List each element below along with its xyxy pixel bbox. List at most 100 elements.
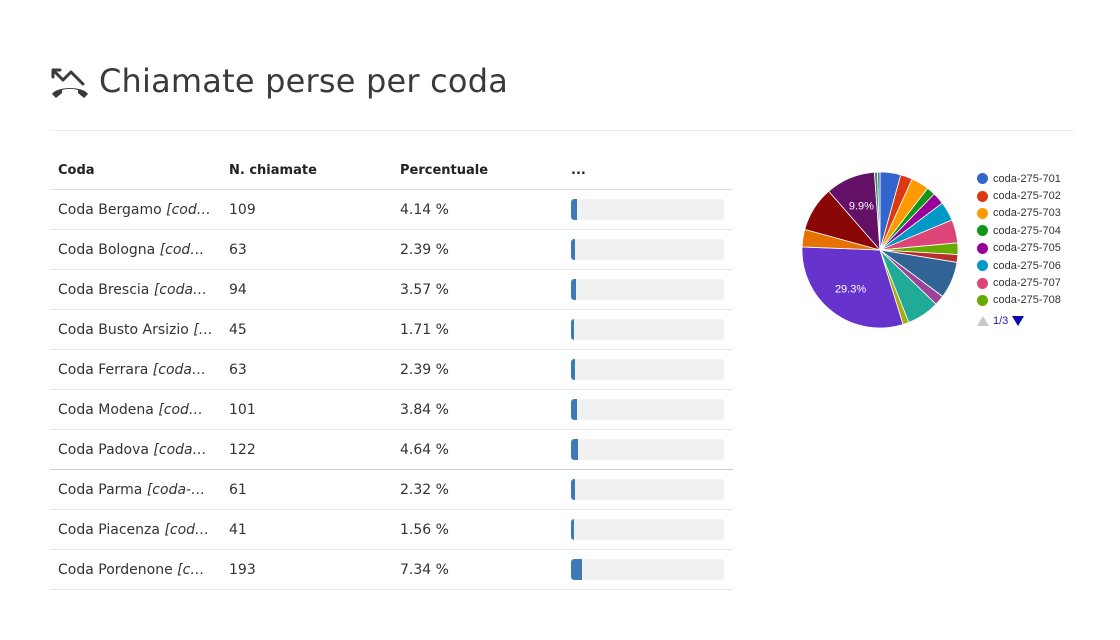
column-header-more[interactable]: ... [571, 163, 586, 178]
percent-bar-fill [571, 439, 579, 460]
column-header-percent[interactable]: Percentuale [400, 163, 489, 178]
legend-item[interactable]: coda-275-705 [977, 240, 1061, 257]
percent-bar-track [571, 559, 724, 580]
table-body: Coda Bergamo [cod… 109 4.14 % Coda Bologna … [50, 190, 733, 590]
legend-item[interactable]: coda-275-702 [977, 187, 1061, 204]
percent-bar-track [571, 359, 724, 380]
column-header-coda[interactable]: Coda [58, 163, 95, 178]
queue-name: Coda Piacenza [cod… [50, 522, 221, 538]
percent-bar-cell [563, 239, 733, 260]
header-divider [50, 130, 1075, 131]
legend-item[interactable]: coda-275-707 [977, 274, 1061, 291]
legend-color-swatch [977, 242, 988, 254]
percent-bar-track [571, 519, 724, 540]
pie-slice-label: 29.3% [835, 283, 866, 295]
queue-name: Coda Pordenone [c… [50, 562, 221, 578]
queue-name-suffix: [coda… [153, 281, 208, 298]
legend-prev-arrow-icon[interactable] [977, 316, 989, 327]
percent-bar-cell [563, 279, 733, 300]
call-count: 94 [229, 281, 247, 298]
percent-bar-cell [563, 399, 733, 420]
legend-page-indicator: 1/3 [993, 315, 1009, 328]
percent-bar-cell [563, 439, 733, 460]
legend-item[interactable]: coda-275-701 [977, 170, 1061, 187]
queue-name-text: Coda Brescia [58, 281, 150, 298]
call-count: 63 [229, 361, 247, 378]
pie-slice[interactable] [801, 246, 904, 329]
queue-name: Coda Ferrara [coda… [50, 362, 221, 378]
queue-name: Coda Busto Arsizio [… [50, 322, 221, 338]
pie-slice-label: 9.9% [849, 200, 874, 212]
percent-bar-track [571, 239, 724, 260]
legend-color-swatch [977, 190, 988, 202]
table-row[interactable]: Coda Modena [cod… 101 3.84 % [50, 390, 733, 430]
percent-bar-track [571, 319, 724, 340]
call-percent: 1.56 % [400, 521, 449, 538]
legend-label: coda-275-703 [993, 207, 1061, 220]
legend-label: coda-275-701 [993, 172, 1061, 185]
queue-name-text: Coda Bologna [58, 241, 156, 258]
legend-item[interactable]: coda-275-703 [977, 205, 1061, 222]
call-percent: 1.71 % [400, 321, 449, 338]
legend-pager: 1/3 [977, 315, 1061, 327]
queue-name: Coda Parma [coda-… [50, 482, 221, 498]
call-count: 193 [229, 561, 256, 578]
pie-legend: coda-275-701 coda-275-702 coda-275-703 coda… [977, 170, 1061, 327]
queue-name-text: Coda Padova [58, 441, 149, 458]
legend-label: coda-275-704 [993, 224, 1061, 237]
queue-name-text: Coda Bergamo [58, 201, 162, 218]
percent-bar-fill [571, 239, 575, 260]
queue-table: Coda N. chiamate Percentuale ... Coda Be… [50, 152, 733, 590]
pie-slice[interactable] [877, 171, 881, 251]
queue-name-text: Coda Modena [58, 401, 154, 418]
table-row[interactable]: Coda Brescia [coda… 94 3.57 % [50, 270, 733, 310]
queue-name: Coda Brescia [coda… [50, 282, 221, 298]
percent-bar-track [571, 199, 724, 220]
table-row[interactable]: Coda Parma [coda-… 61 2.32 % [50, 470, 733, 510]
table-row[interactable]: Coda Bergamo [cod… 109 4.14 % [50, 190, 733, 230]
call-percent: 2.32 % [400, 481, 449, 498]
percent-bar-fill [571, 559, 583, 580]
legend-item[interactable]: coda-275-704 [977, 222, 1061, 239]
table-row[interactable]: Coda Bologna [cod… 63 2.39 % [50, 230, 733, 270]
call-percent: 3.84 % [400, 401, 449, 418]
queue-name-suffix: [c… [177, 561, 205, 578]
pie-chart-svg: 29.3% 9.9% [801, 171, 959, 329]
percent-bar-fill [571, 399, 577, 420]
queue-name-text: Coda Pordenone [58, 561, 173, 578]
queue-name-suffix: [cod… [164, 521, 210, 538]
table-row[interactable]: Coda Pordenone [c… 193 7.34 % [50, 550, 733, 590]
legend-next-arrow-icon[interactable] [1012, 316, 1025, 327]
call-percent: 4.14 % [400, 201, 449, 218]
percent-bar-track [571, 399, 724, 420]
percent-bar-fill [571, 519, 574, 540]
legend-color-swatch [977, 277, 988, 289]
legend-label: coda-275-702 [993, 190, 1061, 203]
legend-color-swatch [977, 173, 988, 185]
call-count: 101 [229, 401, 256, 418]
queue-name: Coda Modena [cod… [50, 402, 221, 418]
queue-name-text: Coda Piacenza [58, 521, 160, 538]
table-row[interactable]: Coda Padova [coda… 122 4.64 % [50, 430, 733, 470]
percent-bar-track [571, 479, 724, 500]
table-header: Coda N. chiamate Percentuale ... [50, 152, 733, 190]
legend-item[interactable]: coda-275-706 [977, 257, 1061, 274]
table-row[interactable]: Coda Ferrara [coda… 63 2.39 % [50, 350, 733, 390]
queue-name-suffix: [cod… [159, 241, 205, 258]
legend-label: coda-275-706 [993, 259, 1061, 272]
column-header-calls[interactable]: N. chiamate [229, 163, 317, 178]
percent-bar-cell [563, 359, 733, 380]
legend-color-swatch [977, 225, 988, 237]
page-title: Chiamate perse per coda [99, 62, 509, 100]
pie-chart: 29.3% 9.9% [795, 165, 965, 335]
queue-name-text: Coda Busto Arsizio [58, 321, 189, 338]
call-count: 63 [229, 241, 247, 258]
queue-name: Coda Bergamo [cod… [50, 202, 221, 218]
percent-bar-fill [571, 479, 575, 500]
legend-item[interactable]: coda-275-708 [977, 292, 1061, 309]
call-percent: 2.39 % [400, 361, 449, 378]
queue-name-suffix: [coda-… [146, 481, 206, 498]
table-row[interactable]: Coda Busto Arsizio [… 45 1.71 % [50, 310, 733, 350]
table-row[interactable]: Coda Piacenza [cod… 41 1.56 % [50, 510, 733, 550]
call-count: 109 [229, 201, 256, 218]
